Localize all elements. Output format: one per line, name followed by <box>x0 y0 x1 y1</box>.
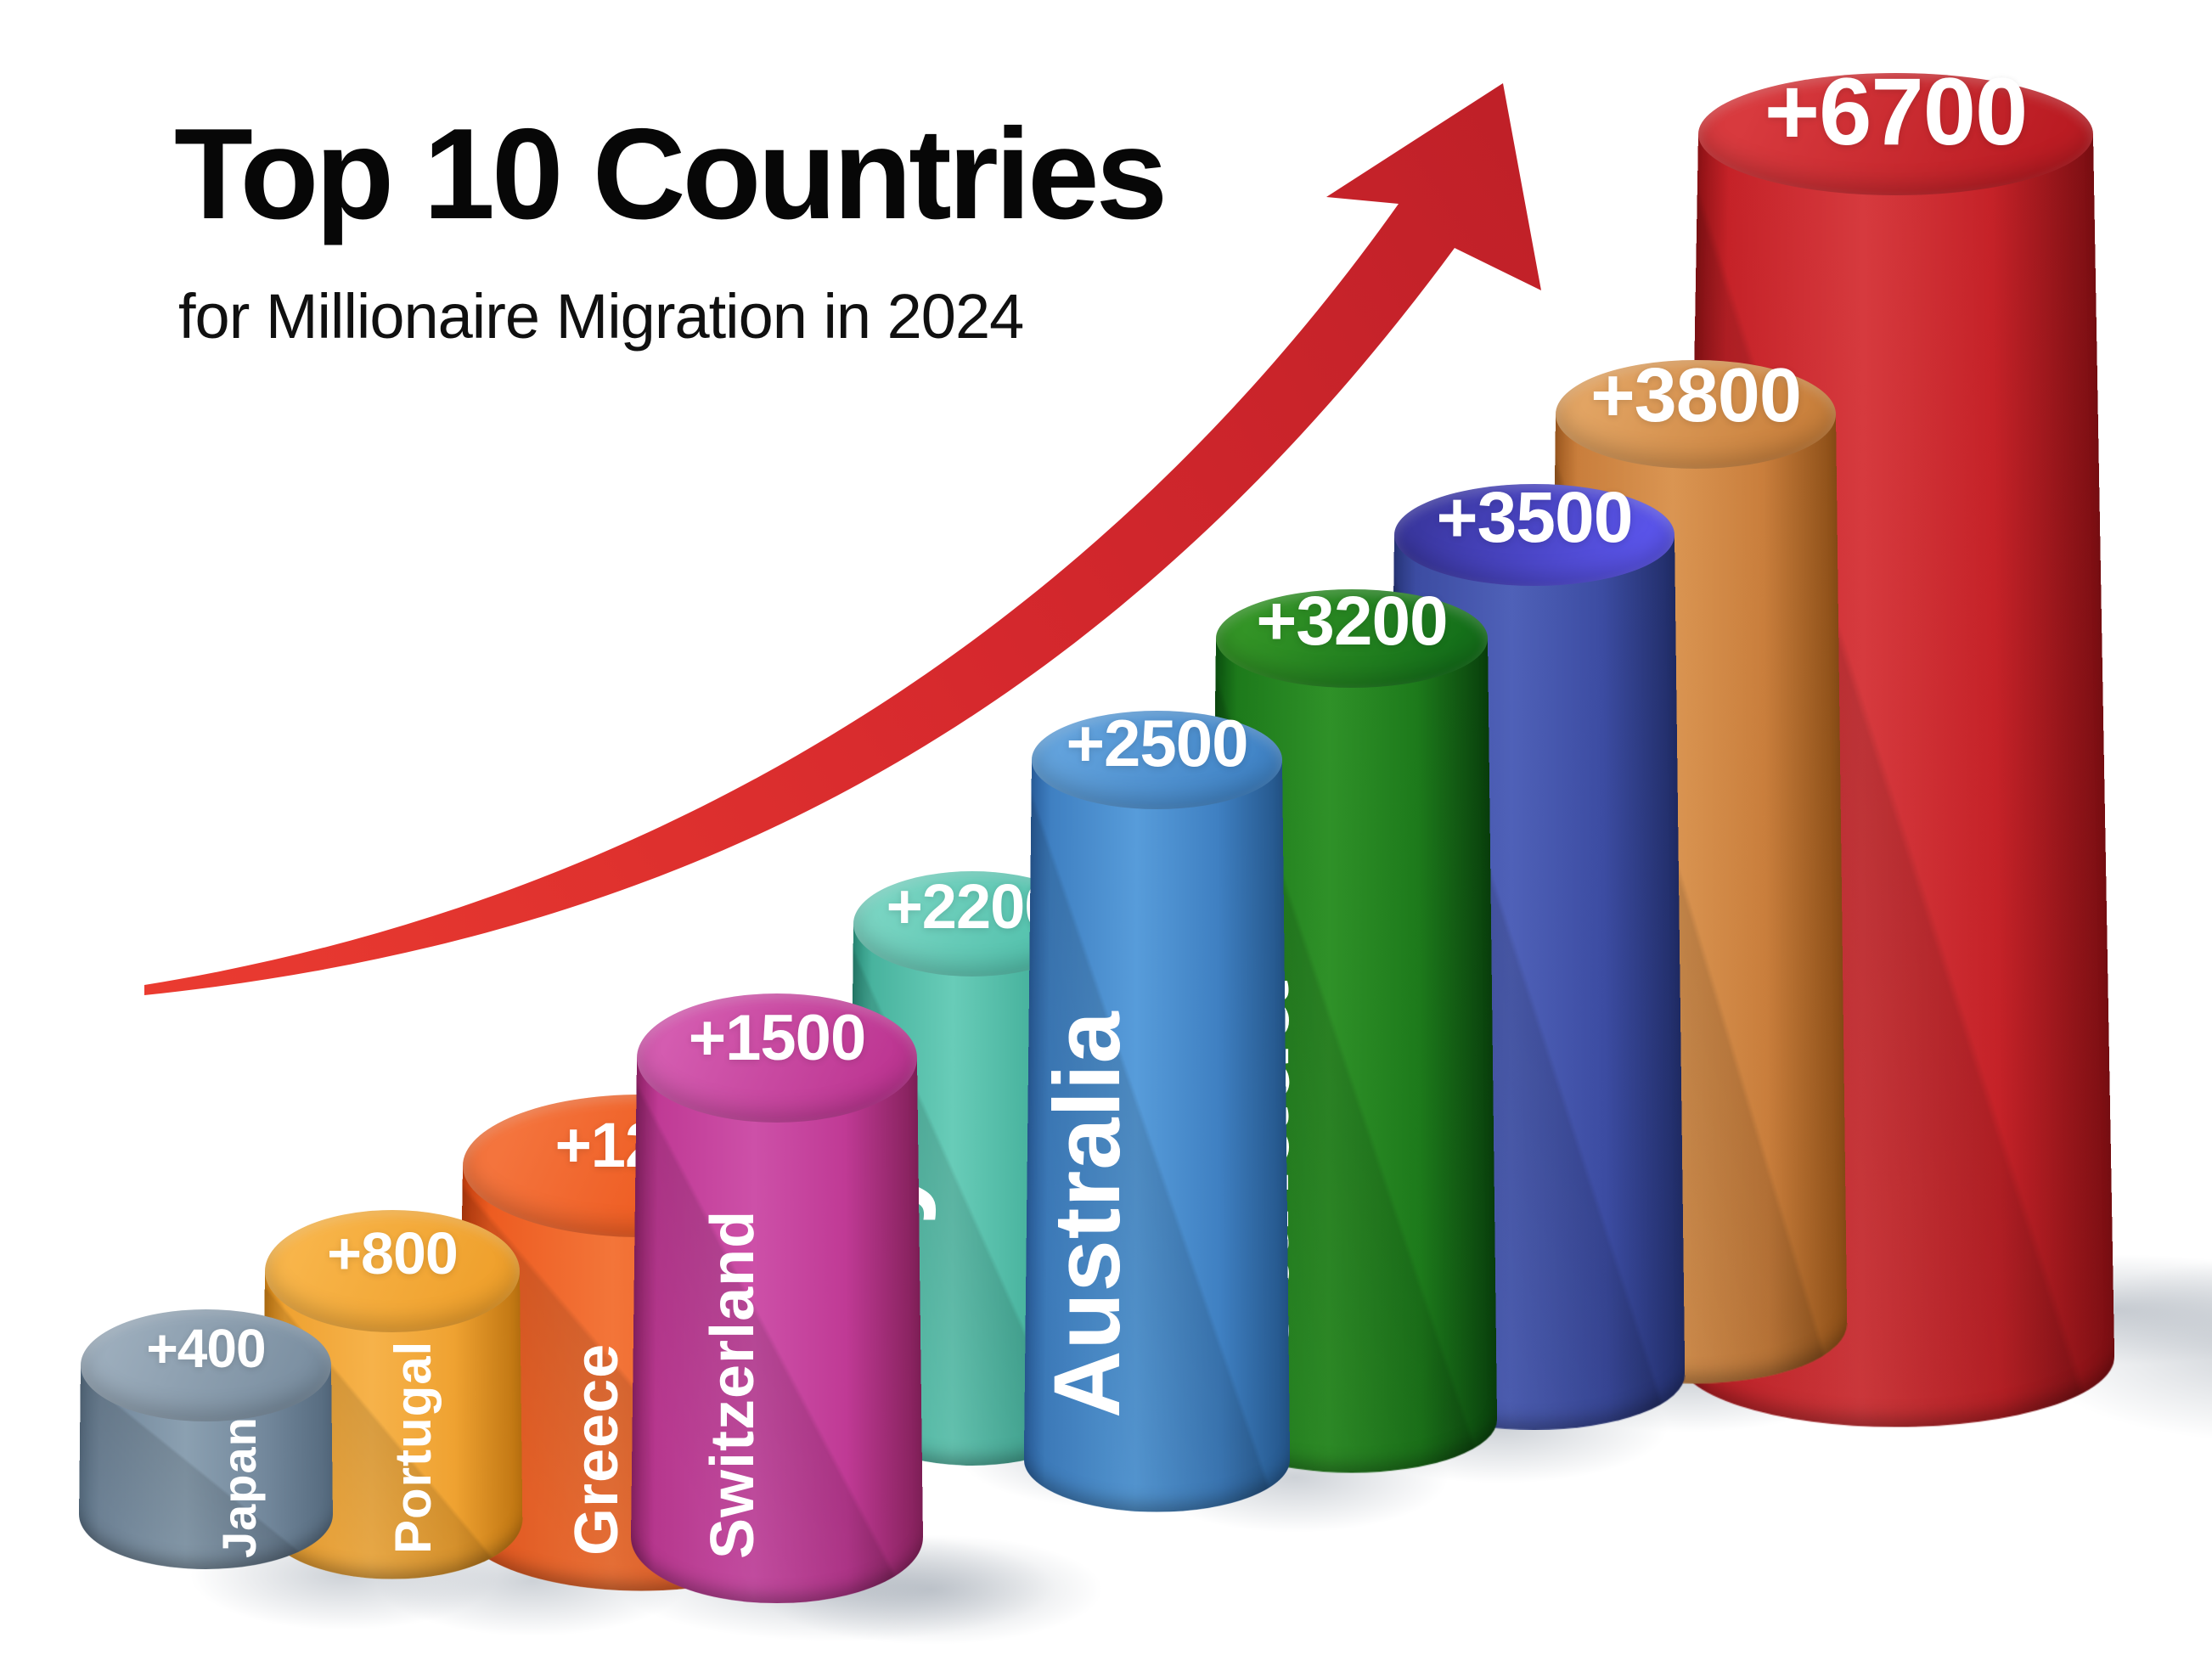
page-subtitle: for Millionaire Migration in 2024 <box>178 281 1024 352</box>
growth-arrow-layer <box>144 83 1541 995</box>
growth-arrow-icon <box>144 83 1541 995</box>
page-title: Top 10 Countries <box>174 102 1168 246</box>
infographic-canvas: Top 10 Countries for Millionaire Migrati… <box>78 65 2212 1666</box>
